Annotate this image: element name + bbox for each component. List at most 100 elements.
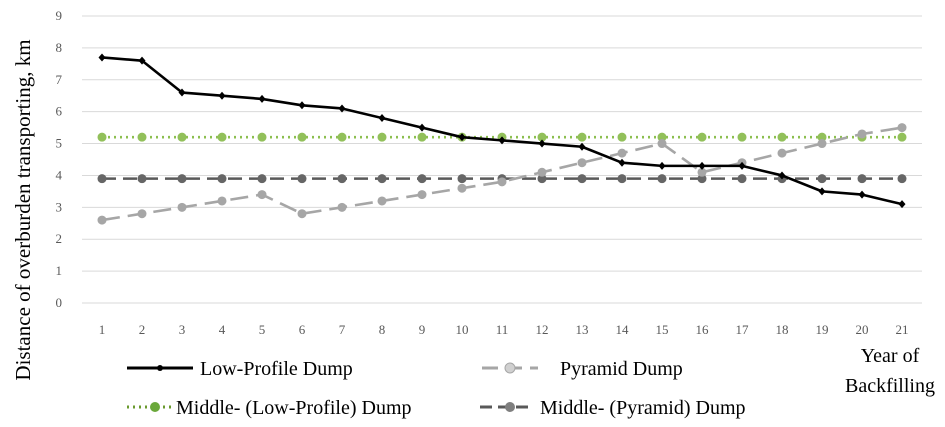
data-point-pyramid-dump bbox=[137, 209, 147, 219]
legend-marker-middle-low-profile-dump bbox=[150, 402, 160, 412]
data-point-low-profile-dump bbox=[618, 158, 626, 167]
x-tick-label: 15 bbox=[656, 322, 669, 337]
data-point-middle-pyramid-dump bbox=[897, 174, 907, 184]
data-point-middle-pyramid-dump bbox=[417, 174, 427, 184]
data-point-middle-low-profile-dump bbox=[617, 132, 627, 142]
y-tick-label: 5 bbox=[56, 136, 63, 151]
data-point-middle-pyramid-dump bbox=[457, 174, 467, 184]
data-point-low-profile-dump bbox=[418, 123, 426, 132]
legend: Low-Profile Dump Pyramid Dump Middle- (L… bbox=[127, 358, 746, 419]
data-point-middle-low-profile-dump bbox=[137, 132, 147, 142]
data-point-pyramid-dump bbox=[297, 209, 307, 219]
y-tick-label: 1 bbox=[56, 263, 63, 278]
data-point-low-profile-dump bbox=[458, 133, 466, 142]
x-tick-label: 21 bbox=[896, 322, 909, 337]
y-axis-label: Distance of overburden transporting, km bbox=[11, 39, 35, 380]
x-tick-label: 5 bbox=[259, 322, 266, 337]
y-tick-label: 9 bbox=[56, 8, 63, 23]
data-point-low-profile-dump bbox=[138, 56, 146, 65]
x-tick-label: 7 bbox=[339, 322, 346, 337]
legend-marker-low-profile-dump bbox=[157, 365, 163, 371]
x-tick-label: 20 bbox=[856, 322, 869, 337]
x-tick-labels: 1 2 3 4 5 6 7 8 9 10 11 12 13 14 15 16 17 18 19 20 21 bbox=[99, 322, 909, 337]
y-tick-label: 4 bbox=[56, 167, 63, 182]
data-point-pyramid-dump bbox=[617, 148, 627, 158]
legend-item-middle-low-profile-dump: Middle- (Low-Profile) Dump bbox=[127, 397, 412, 419]
x-tick-label: 9 bbox=[419, 322, 426, 337]
data-point-low-profile-dump bbox=[338, 104, 346, 113]
data-point-pyramid-dump bbox=[97, 215, 107, 225]
legend-marker-pyramid-dump bbox=[504, 362, 516, 374]
series-line-pyramid-dump bbox=[101, 126, 903, 222]
data-point-pyramid-dump bbox=[577, 158, 587, 168]
legend-label-middle-low-profile-dump: Middle- (Low-Profile) Dump bbox=[176, 397, 412, 419]
data-point-middle-pyramid-dump bbox=[337, 174, 347, 184]
x-tick-label: 18 bbox=[776, 322, 789, 337]
x-tick-label: 3 bbox=[179, 322, 186, 337]
data-point-middle-low-profile-dump bbox=[537, 132, 547, 142]
data-point-middle-low-profile-dump bbox=[337, 132, 347, 142]
data-point-middle-low-profile-dump bbox=[577, 132, 587, 142]
data-point-pyramid-dump bbox=[497, 177, 507, 187]
data-point-low-profile-dump bbox=[538, 139, 546, 148]
data-point-middle-low-profile-dump bbox=[817, 132, 827, 142]
x-tick-label: 2 bbox=[139, 322, 146, 337]
x-tick-label: 10 bbox=[456, 322, 469, 337]
y-tick-labels: 0 1 2 3 4 5 6 7 8 9 bbox=[56, 8, 63, 310]
data-point-pyramid-dump bbox=[657, 139, 667, 149]
data-point-low-profile-dump bbox=[778, 171, 786, 180]
x-tick-label: 13 bbox=[576, 322, 589, 337]
data-point-pyramid-dump bbox=[537, 167, 547, 177]
data-point-middle-low-profile-dump bbox=[257, 132, 267, 142]
data-point-low-profile-dump bbox=[658, 161, 666, 170]
data-point-middle-pyramid-dump bbox=[137, 174, 147, 184]
y-tick-label: 7 bbox=[56, 72, 63, 87]
legend-label-low-profile-dump: Low-Profile Dump bbox=[200, 358, 353, 380]
data-point-pyramid-dump bbox=[897, 123, 907, 133]
data-point-middle-low-profile-dump bbox=[697, 132, 707, 142]
data-point-low-profile-dump bbox=[698, 161, 706, 170]
data-point-low-profile-dump bbox=[858, 190, 866, 199]
data-point-middle-low-profile-dump bbox=[97, 132, 107, 142]
legend-label-pyramid-dump: Pyramid Dump bbox=[560, 358, 683, 380]
data-point-pyramid-dump bbox=[177, 202, 187, 212]
data-point-middle-pyramid-dump bbox=[97, 174, 107, 184]
series-low-profile-dump bbox=[98, 53, 906, 209]
x-tick-label: 11 bbox=[496, 322, 509, 337]
data-point-low-profile-dump bbox=[178, 88, 186, 97]
data-point-middle-low-profile-dump bbox=[777, 132, 787, 142]
data-point-pyramid-dump bbox=[377, 196, 387, 206]
y-tick-label: 6 bbox=[56, 104, 63, 119]
x-axis-label-line1: Year of bbox=[861, 345, 920, 367]
data-point-middle-low-profile-dump bbox=[217, 132, 227, 142]
data-point-pyramid-dump bbox=[417, 190, 427, 200]
legend-marker-middle-pyramid-dump bbox=[505, 402, 515, 412]
data-point-low-profile-dump bbox=[578, 142, 586, 151]
gridlines bbox=[82, 15, 922, 304]
data-point-middle-pyramid-dump bbox=[177, 174, 187, 184]
x-tick-label: 12 bbox=[536, 322, 549, 337]
data-point-middle-pyramid-dump bbox=[857, 174, 867, 184]
series-middle-low-profile-dump bbox=[97, 132, 907, 142]
data-point-pyramid-dump bbox=[777, 148, 787, 158]
data-point-low-profile-dump bbox=[98, 53, 106, 62]
data-point-pyramid-dump bbox=[217, 196, 227, 206]
legend-item-low-profile-dump: Low-Profile Dump bbox=[127, 358, 353, 380]
data-point-middle-low-profile-dump bbox=[377, 132, 387, 142]
data-point-pyramid-dump bbox=[817, 139, 827, 149]
x-tick-label: 16 bbox=[696, 322, 710, 337]
legend-item-middle-pyramid-dump: Middle- (Pyramid) Dump bbox=[480, 397, 746, 419]
data-point-low-profile-dump bbox=[818, 187, 826, 196]
x-tick-label: 1 bbox=[99, 322, 106, 337]
data-point-pyramid-dump bbox=[337, 202, 347, 212]
data-point-middle-pyramid-dump bbox=[577, 174, 587, 184]
data-point-middle-low-profile-dump bbox=[177, 132, 187, 142]
data-point-middle-pyramid-dump bbox=[697, 174, 707, 184]
y-tick-label: 8 bbox=[56, 40, 63, 55]
x-tick-label: 6 bbox=[299, 322, 306, 337]
data-point-low-profile-dump bbox=[298, 101, 306, 110]
data-point-middle-pyramid-dump bbox=[817, 174, 827, 184]
y-tick-label: 2 bbox=[56, 231, 63, 246]
data-point-low-profile-dump bbox=[738, 161, 746, 170]
